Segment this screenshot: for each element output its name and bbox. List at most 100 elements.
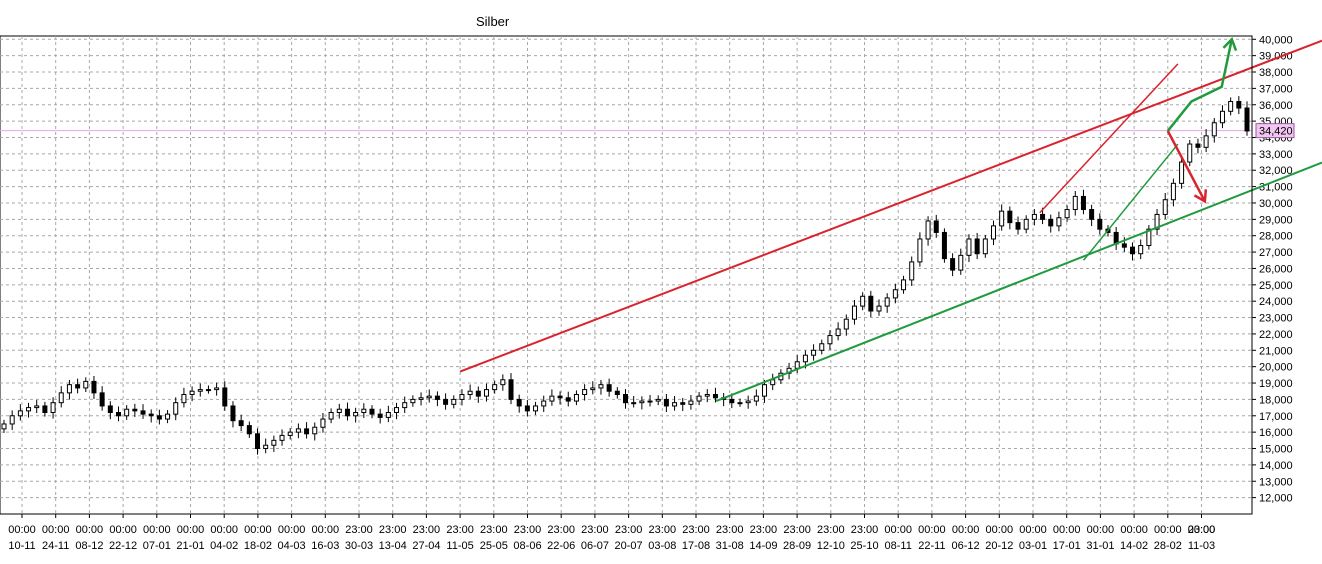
x-tick-date: 03-01: [1019, 540, 1047, 552]
candle-body: [770, 379, 776, 386]
x-tick-time: 23:00: [783, 524, 811, 536]
candle-body: [688, 400, 694, 405]
x-tick-date: 21-01: [176, 540, 204, 552]
candle-body: [573, 394, 579, 402]
x-tick-time: 00:00: [986, 524, 1014, 536]
candle-body: [1097, 218, 1103, 230]
x-tick-time: 23:00: [547, 524, 575, 536]
y-tick-label: 13,000: [1259, 476, 1293, 488]
candle-body: [1236, 100, 1242, 109]
candle-body: [1146, 228, 1152, 247]
x-tick-time: 23:00: [750, 524, 778, 536]
candle-body: [950, 258, 956, 271]
candle-body: [467, 390, 473, 395]
x-tick-time: 00:00: [143, 524, 171, 536]
candle-body: [165, 413, 171, 420]
candle-body: [696, 395, 702, 402]
candle-body: [107, 405, 113, 414]
x-tick-date: 22-11: [918, 540, 945, 552]
y-tick-label: 30,000: [1259, 198, 1293, 210]
y-tick-label: 37,000: [1259, 83, 1293, 95]
candle-body: [238, 420, 244, 427]
candle-body: [1040, 213, 1046, 220]
x-tick-time: 23:00: [446, 524, 474, 536]
x-tick-time: 00:00: [109, 524, 137, 536]
candle-body: [1, 423, 7, 430]
candle-body: [271, 439, 277, 446]
candle-body: [410, 398, 416, 404]
candle-body: [66, 384, 72, 394]
candle-body: [533, 405, 539, 412]
x-tick-time: 00:00: [8, 524, 36, 536]
y-tick-label: 14,000: [1259, 460, 1293, 472]
candle-body: [1056, 217, 1062, 227]
x-tick-date: 30-03: [345, 540, 373, 552]
candle-body: [83, 380, 89, 389]
candle-body: [9, 415, 15, 425]
x-tick-date: 11-03: [1188, 540, 1215, 552]
candle-body: [639, 400, 645, 404]
x-tick-date: 24-11: [42, 540, 69, 552]
candle-body: [434, 395, 440, 400]
candle-body: [811, 349, 817, 356]
x-tick-time: 23:00: [379, 524, 407, 536]
candle-body: [1138, 245, 1144, 255]
candle-body: [418, 397, 424, 400]
candle-body: [500, 379, 506, 386]
candle-body: [1154, 213, 1160, 230]
candle-body: [222, 387, 228, 407]
candle-body: [344, 408, 350, 417]
candle-body: [214, 387, 220, 391]
candle-body: [1007, 210, 1013, 224]
candle-body: [557, 395, 563, 399]
x-tick-date: 08-11: [885, 540, 912, 552]
candle-body: [443, 398, 449, 405]
y-tick-label: 25,000: [1259, 280, 1293, 292]
candle-body: [704, 394, 710, 397]
candle-body: [255, 433, 261, 450]
bearish-scenario-arrow: [1166, 130, 1206, 202]
candle-body: [606, 384, 612, 392]
candle-body: [91, 380, 97, 394]
candle-body: [492, 384, 498, 391]
x-tick-date: 11-05: [446, 540, 473, 552]
x-tick-date: 31-01: [1086, 540, 1114, 552]
y-tick-label: 28,000: [1259, 231, 1293, 243]
x-tick-time: 00:00: [1087, 524, 1115, 536]
candle-body: [1031, 213, 1037, 220]
x-tick-time: 23:00: [649, 524, 677, 536]
candle-body: [451, 398, 457, 405]
x-tick-time: 23:00: [851, 524, 879, 536]
candle-body: [132, 408, 138, 412]
y-tick-label: 16,000: [1259, 427, 1293, 439]
x-tick-date: 03-08: [648, 540, 676, 552]
candle-body: [966, 238, 972, 256]
y-tick-label: 23,000: [1259, 313, 1293, 325]
candle-body: [124, 408, 130, 417]
last-price-label: 34,420: [1259, 126, 1293, 138]
candle-body: [516, 398, 522, 407]
bearish-scenario-arrow-head: [1193, 189, 1208, 204]
plot-frame: [0, 35, 1253, 515]
candle-body: [901, 279, 907, 291]
candle-body: [361, 408, 367, 414]
x-tick-date: 10-11: [8, 540, 35, 552]
x-tick-date: 20-07: [615, 540, 643, 552]
x-tick-date: 06-07: [581, 540, 609, 552]
candle-body: [385, 412, 391, 418]
x-tick-time: 00:00: [884, 524, 912, 536]
y-tick-label: 18,000: [1259, 394, 1293, 406]
x-tick-date: 31-08: [716, 540, 744, 552]
candle-body: [892, 289, 898, 299]
candle-body: [672, 402, 678, 407]
candle-body: [958, 254, 964, 271]
last-price-label-box: [1255, 123, 1295, 139]
candle-body: [745, 400, 751, 404]
candle-body: [1179, 161, 1185, 184]
candle-body: [925, 220, 931, 240]
x-tick-time: 23:00: [581, 524, 609, 536]
x-tick-time: 00:00: [1120, 524, 1148, 536]
candle-body: [173, 402, 179, 415]
x-tick-date: 17-01: [1053, 540, 1081, 552]
x-tick-time: 23:00: [413, 524, 441, 536]
